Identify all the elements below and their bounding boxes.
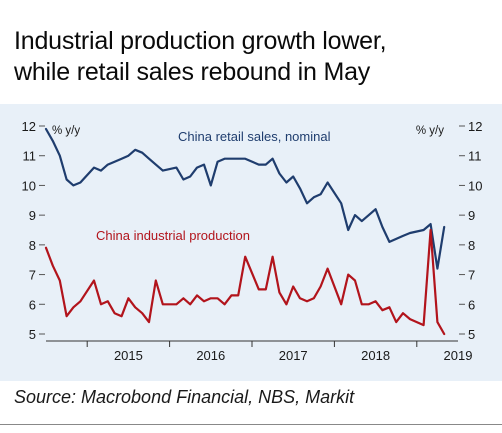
x-tick-label: 2017 [279, 348, 308, 363]
title-line-2: while retail sales rebound in May [14, 58, 371, 86]
x-tick-label: 2018 [361, 348, 390, 363]
x-tick-label: 2016 [196, 348, 225, 363]
title-line-1: Industrial production growth lower, [14, 27, 387, 55]
bottom-rule [0, 424, 502, 425]
industrial-production-line [44, 228, 446, 336]
series-label-industrial-production: China industrial production [96, 228, 250, 243]
y-tick-label-left: 5 [29, 327, 36, 342]
y-tick-label-left: 7 [29, 268, 36, 283]
y-tick-label-left: 8 [29, 238, 36, 253]
y-unit-right: % y/y [416, 125, 444, 137]
chart-title: Industrial production growth lower, whil… [14, 26, 494, 88]
y-tick-label-left: 12 [22, 119, 36, 134]
source-note: Source: Macrobond Financial, NBS, Markit [14, 387, 355, 407]
y-tick-label-right: 11 [468, 149, 482, 164]
y-tick-label-right: 10 [468, 178, 482, 193]
x-tick-label: 2019 [444, 348, 473, 363]
y-tick-label-left: 9 [29, 208, 36, 223]
y-tick-label-left: 11 [23, 149, 37, 164]
y-tick-label-right: 5 [468, 327, 475, 342]
y-tick-label-right: 12 [468, 119, 482, 134]
y-tick-label-right: 6 [468, 297, 475, 312]
y-tick-label-right: 9 [468, 208, 475, 223]
y-tick-label-right: 7 [468, 268, 475, 283]
chart-panel [0, 104, 502, 381]
y-tick-label-right: 8 [468, 238, 475, 253]
y-tick-label-left: 6 [29, 297, 36, 312]
x-tick-label: 2015 [114, 348, 143, 363]
series-label-retail-sales: China retail sales, nominal [178, 129, 331, 144]
y-tick-label-left: 10 [22, 178, 36, 193]
y-unit-left: % y/y [52, 125, 80, 137]
retail-sales-line [44, 127, 446, 270]
